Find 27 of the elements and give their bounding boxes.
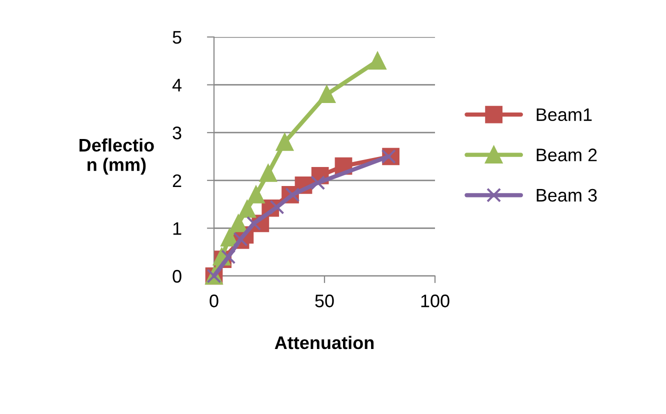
point	[259, 164, 277, 182]
y-tick-label: 1	[173, 222, 182, 235]
point	[310, 175, 326, 190]
legend-label: Beam1	[536, 108, 592, 122]
y-tick-label: 2	[172, 174, 182, 187]
y-axis-title: Deflectio n (mm)	[80, 138, 154, 175]
point	[368, 52, 386, 70]
point	[247, 186, 265, 204]
point	[238, 200, 256, 218]
point	[285, 187, 300, 202]
point	[381, 149, 396, 164]
point	[270, 200, 284, 214]
x-tick-label: 0	[210, 294, 218, 308]
x-axis-title: Attenuation	[274, 336, 374, 350]
point	[230, 214, 247, 232]
y-tick-label: 4	[172, 78, 182, 92]
legend-label: Beam 3	[536, 188, 597, 202]
y-tick-label: 3	[172, 126, 182, 140]
x-tick-label: 50	[315, 294, 334, 308]
point	[220, 229, 238, 246]
x-tick-label: 100	[421, 294, 450, 308]
y-tick-label: 0	[172, 270, 182, 283]
point	[318, 86, 336, 104]
legend-label: Beam 2	[536, 148, 597, 162]
point	[276, 133, 294, 151]
point	[246, 216, 262, 231]
y-tick-label: 5	[172, 31, 182, 44]
